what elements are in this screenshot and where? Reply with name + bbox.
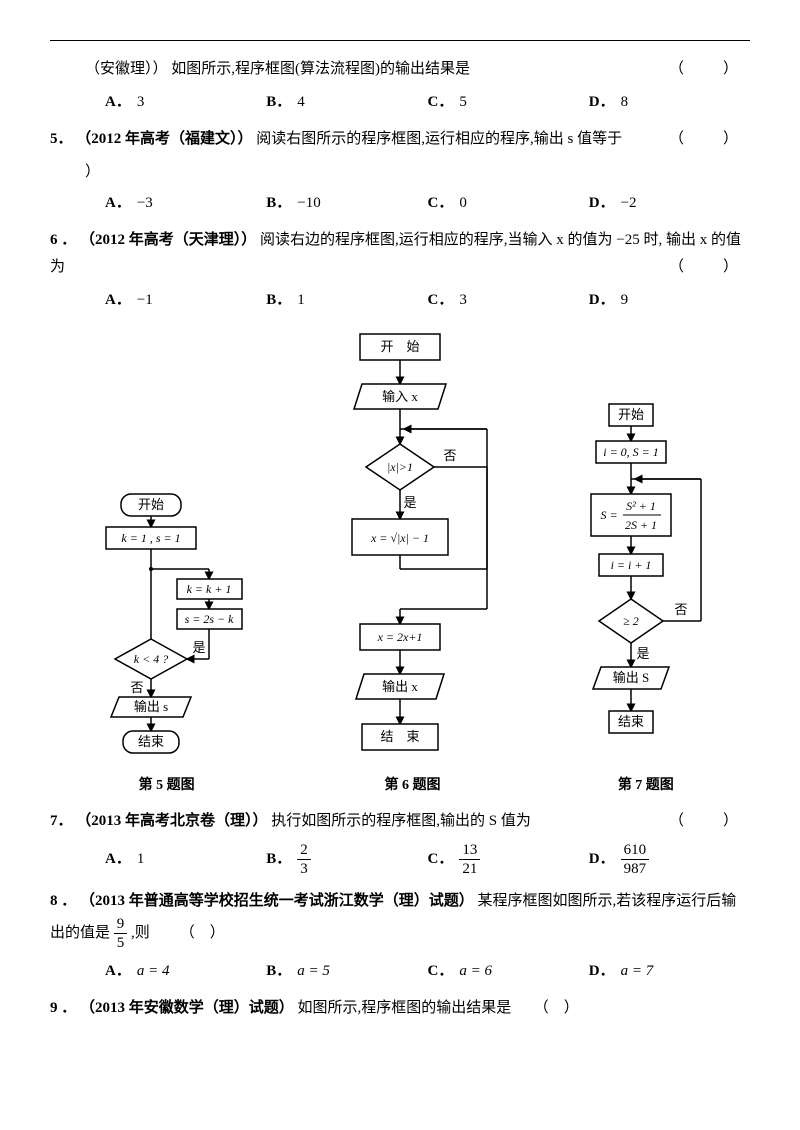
q8-options: A．a = 4 B．a = 5 C．a = 6 D．a = 7 xyxy=(105,958,750,985)
q6-line: 6 ． （2012 年高考（天津理）） 阅读右边的程序框图,运行相应的程序,当输… xyxy=(50,227,750,281)
svg-text:|x|>1: |x|>1 xyxy=(387,460,413,474)
q5-opt-c[interactable]: C．0 xyxy=(428,190,589,217)
svg-text:输入 x: 输入 x xyxy=(383,389,419,404)
q6-opt-c[interactable]: C．3 xyxy=(428,287,589,314)
fig7-flowchart: 开始 i = 0, S = 1 S = S² + 1 2S + 1 i = i … xyxy=(571,399,721,769)
q4-source: （安徽理）） xyxy=(85,61,168,77)
svg-text:S² + 1: S² + 1 xyxy=(626,499,656,513)
q8-opt-a[interactable]: A．a = 4 xyxy=(105,958,266,985)
fig5-caption: 第 5 题图 xyxy=(79,773,254,798)
svg-text:k < 4 ?: k < 4 ? xyxy=(134,652,168,666)
q7-opt-c[interactable]: C． 1321 xyxy=(428,841,589,878)
q8-line: 8 ． （2013 年普通高等学校招生统一考试浙江数学（理）试题） 某程序框图如… xyxy=(50,888,750,952)
q5-line: 5． （2012 年高考（福建文）） 阅读右图所示的程序框图,运行相应的程序,输… xyxy=(50,126,750,153)
q6-opt-b[interactable]: B．1 xyxy=(266,287,427,314)
svg-text:否: 否 xyxy=(444,448,457,463)
svg-text:输出 s: 输出 s xyxy=(134,699,168,714)
q5-opt-a[interactable]: A．−3 xyxy=(105,190,266,217)
fig5-flowchart: 开始 k = 1 , s = 1 k = k + 1 s = 2s − k k … xyxy=(79,489,254,769)
q5-options: A．−3 B．−10 C．0 D．−2 xyxy=(105,190,750,217)
q6-options: A．−1 B．1 C．3 D．9 xyxy=(105,287,750,314)
q8-opt-d[interactable]: D．a = 7 xyxy=(589,958,750,985)
q8-num: 8 ． xyxy=(50,893,76,909)
svg-text:是: 是 xyxy=(636,646,649,661)
q6-opt-d[interactable]: D．9 xyxy=(589,287,750,314)
q4-opt-c[interactable]: C．5 xyxy=(428,89,589,116)
q9-source: （2013 年安徽数学（理）试题） xyxy=(80,1000,294,1016)
q4-opt-a[interactable]: A．3 xyxy=(105,89,266,116)
svg-text:是: 是 xyxy=(404,495,417,510)
q5-close: ） xyxy=(85,159,750,186)
svg-text:结束: 结束 xyxy=(618,714,644,729)
fig5-col: 开始 k = 1 , s = 1 k = k + 1 s = 2s − k k … xyxy=(79,489,254,798)
q8-opt-b[interactable]: B．a = 5 xyxy=(266,958,427,985)
q8-frac: 95 xyxy=(114,915,128,952)
q5-opt-d[interactable]: D．−2 xyxy=(589,190,750,217)
q7-c-frac: 1321 xyxy=(459,841,480,878)
q7-num: 7． xyxy=(50,813,73,829)
q7-source: （2013 年高考北京卷（理）） xyxy=(76,813,267,829)
q4-options: A．3 B．4 C．5 D．8 xyxy=(105,89,750,116)
top-rule xyxy=(50,40,750,41)
q5-text: 阅读右图所示的程序框图,运行相应的程序,输出 s 值等于 xyxy=(256,131,622,147)
q6-source: （2012 年高考（天津理）） xyxy=(80,232,256,248)
q4-text: 如图所示,程序框图(算法流程图)的输出结果是 xyxy=(171,61,470,77)
fig7-caption: 第 7 题图 xyxy=(571,773,721,798)
fig6-caption: 第 6 题图 xyxy=(312,773,512,798)
q7-opt-b[interactable]: B． 23 xyxy=(266,841,427,878)
svg-text:输出 S: 输出 S xyxy=(613,670,649,685)
svg-text:否: 否 xyxy=(131,680,144,695)
q5-opt-b[interactable]: B．−10 xyxy=(266,190,427,217)
q8-paren: （ ） xyxy=(180,925,225,941)
q7-text: 执行如图所示的程序框图,输出的 S 值为 xyxy=(271,813,531,829)
q7-options: A．1 B． 23 C． 1321 D． 610987 xyxy=(105,841,750,878)
q8-opt-c[interactable]: C．a = 6 xyxy=(428,958,589,985)
svg-text:x = 2x+1: x = 2x+1 xyxy=(377,630,423,644)
svg-text:否: 否 xyxy=(674,602,687,617)
q6-opt-a[interactable]: A．−1 xyxy=(105,287,266,314)
q5-num: 5． xyxy=(50,131,73,147)
q9-line: 9 ． （2013 年安徽数学（理）试题） 如图所示,程序框图的输出结果是 （ … xyxy=(50,995,750,1022)
svg-text:结束: 结束 xyxy=(138,734,164,749)
svg-text:开 始: 开 始 xyxy=(381,339,420,354)
q6-num: 6 ． xyxy=(50,232,76,248)
svg-text:s = 2s − k: s = 2s − k xyxy=(185,612,235,626)
svg-text:结 束: 结 束 xyxy=(381,729,420,744)
q7-d-frac: 610987 xyxy=(621,841,650,878)
svg-text:i = 0, S = 1: i = 0, S = 1 xyxy=(603,445,659,459)
q7-paren: （ ） xyxy=(669,808,750,835)
svg-text:输出 x: 输出 x xyxy=(383,679,419,694)
svg-text:开始: 开始 xyxy=(618,407,644,422)
q4-opt-d[interactable]: D．8 xyxy=(589,89,750,116)
svg-text:开始: 开始 xyxy=(138,497,164,512)
q7-line: 7． （2013 年高考北京卷（理）） 执行如图所示的程序框图,输出的 S 值为… xyxy=(50,808,750,835)
q9-num: 9 ． xyxy=(50,1000,76,1016)
svg-text:x = √|x| − 1: x = √|x| − 1 xyxy=(370,531,429,545)
q9-text: 如图所示,程序框图的输出结果是 xyxy=(298,1000,512,1016)
q6-paren: （ ） xyxy=(669,254,750,281)
svg-text:i = i + 1: i = i + 1 xyxy=(610,558,651,572)
svg-text:k = 1 , s = 1: k = 1 , s = 1 xyxy=(122,531,181,545)
q7-b-frac: 23 xyxy=(297,841,311,878)
q5-paren: （ ） xyxy=(669,126,750,153)
q7-opt-d[interactable]: D． 610987 xyxy=(589,841,750,878)
q7-opt-a[interactable]: A．1 xyxy=(105,841,266,878)
fig6-flowchart: 开 始 输入 x |x|>1 否 是 x = √|x| − 1 xyxy=(312,329,512,769)
q4-paren: （ ） xyxy=(669,56,750,83)
q8-text2: ,则 xyxy=(131,925,150,941)
fig6-col: 开 始 输入 x |x|>1 否 是 x = √|x| − 1 xyxy=(312,329,512,798)
q8-source: （2013 年普通高等学校招生统一考试浙江数学（理）试题） xyxy=(80,893,474,909)
svg-text:是: 是 xyxy=(193,640,206,655)
svg-text:≥ 2: ≥ 2 xyxy=(623,614,639,628)
q5-source: （2012 年高考（福建文）） xyxy=(76,131,252,147)
svg-text:k = k + 1: k = k + 1 xyxy=(187,582,232,596)
svg-text:2S + 1: 2S + 1 xyxy=(625,518,657,532)
fig7-col: 开始 i = 0, S = 1 S = S² + 1 2S + 1 i = i … xyxy=(571,399,721,798)
q4-line: （安徽理）） 如图所示,程序框图(算法流程图)的输出结果是 （ ） xyxy=(85,56,750,83)
q9-paren: （ ） xyxy=(534,1000,579,1016)
q4-opt-b[interactable]: B．4 xyxy=(266,89,427,116)
flowchart-row: 开始 k = 1 , s = 1 k = k + 1 s = 2s − k k … xyxy=(50,329,750,798)
svg-text:S =: S = xyxy=(600,508,617,522)
